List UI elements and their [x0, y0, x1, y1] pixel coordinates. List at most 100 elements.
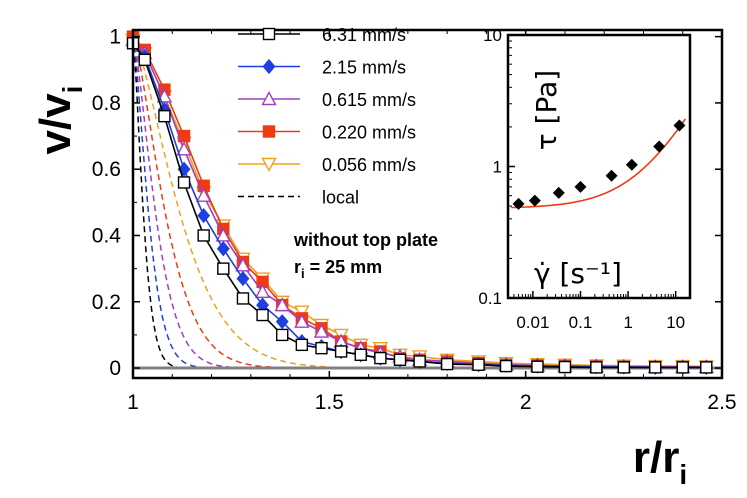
- x-axis-label-main: r/r: [633, 433, 679, 482]
- inset-point: [512, 197, 525, 210]
- legend-label: 2.15 mm/s: [322, 58, 406, 78]
- y-tick-label: 1: [109, 26, 121, 49]
- series-0-point: [413, 355, 426, 368]
- series-0-point: [197, 229, 210, 242]
- annotation-line2: ri = 25 mm: [294, 257, 382, 281]
- inset-x-tick-label: 1: [623, 313, 632, 332]
- legend-entry-1: 2.15 mm/s: [238, 58, 406, 78]
- series-0-point: [649, 361, 662, 374]
- legend-marker: [261, 91, 277, 106]
- series-0-point: [354, 348, 367, 361]
- inset-point: [552, 186, 565, 199]
- series-2-point: [196, 187, 212, 202]
- inset-y-ticks: 0.1 1 10: [478, 26, 515, 308]
- main-series: [125, 30, 714, 375]
- legend-entry-5: local: [238, 188, 359, 208]
- series-0-point: [393, 353, 407, 366]
- annotation-r: r: [294, 257, 301, 277]
- y-tick-label: 0.2: [92, 291, 121, 314]
- inset-point: [574, 180, 587, 193]
- inset-x-ticks: 0.01 0.1 1 10: [507, 291, 691, 332]
- inset-x-tick-label: 0.1: [569, 313, 593, 332]
- inset-x-tick-label: 10: [666, 313, 685, 332]
- inset-point: [605, 169, 618, 182]
- x-tick-label: 2.5: [707, 391, 736, 414]
- x-axis-label: r/ri: [633, 433, 687, 490]
- main-y-ticks: 0 0.2 0.4 0.6 0.8 1: [92, 26, 722, 380]
- main-plot-area: 1 1.5 2 2.5 0 0.2 0.4 0.6 0.8 1: [92, 26, 737, 414]
- inset-y-tick-label: 10: [483, 26, 502, 45]
- legend-label: 6.31 mm/s: [322, 25, 406, 45]
- x-tick-label: 2: [520, 391, 532, 414]
- series-0-point: [177, 176, 191, 189]
- legend-label: 0.220 mm/s: [322, 123, 416, 143]
- series-0-point: [558, 360, 572, 374]
- legend-marker: [262, 27, 276, 41]
- series-0-point: [334, 345, 348, 358]
- series-2-point: [274, 297, 290, 312]
- y-tick-label: 0.6: [92, 158, 121, 181]
- series-2-point: [215, 227, 231, 242]
- legend-entry-4: 0.056 mm/s: [238, 155, 416, 175]
- y-axis-label-main: v/v: [31, 93, 80, 155]
- series-0-point: [138, 53, 151, 67]
- legend-marker: [262, 58, 276, 75]
- x-tick-label: 1.5: [315, 391, 344, 414]
- series-0-point: [676, 361, 689, 374]
- inset-fit-curve: [511, 118, 687, 209]
- y-axis-label-sub: i: [57, 86, 88, 94]
- series-0-point: [590, 361, 603, 374]
- series-2-point: [176, 141, 192, 156]
- series-2-point: [294, 313, 310, 328]
- legend-entry-0: 6.31 mm/s: [238, 25, 406, 45]
- legend-entry-2: 0.615 mm/s: [238, 90, 416, 110]
- main-plot-frame: [131, 28, 724, 380]
- legend-label: 0.056 mm/s: [322, 155, 416, 175]
- inset-points: [512, 119, 686, 210]
- legend-label: 0.615 mm/s: [322, 90, 416, 110]
- x-tick-label: 1: [127, 391, 139, 414]
- inset-point: [528, 194, 541, 207]
- series-1-point: [197, 208, 211, 224]
- local-curve-4: [132, 36, 330, 368]
- inset-y-label: τ [Pa]: [530, 70, 563, 150]
- annotation-value: = 25 mm: [305, 257, 383, 277]
- series-2-point: [235, 257, 251, 272]
- inset-background: [508, 35, 690, 298]
- inset-point: [625, 158, 638, 171]
- y-axis-label: v/vi: [31, 86, 88, 155]
- x-axis-label-sub: i: [679, 459, 687, 490]
- series-0-point: [617, 361, 631, 374]
- series-0: [126, 37, 713, 374]
- series-1-point: [216, 241, 230, 257]
- legend: 6.31 mm/s 2.15 mm/s 0.615 mm/s 0.220 mm/s 0.…: [238, 25, 416, 208]
- inset-y-tick-label: 0.1: [478, 289, 502, 308]
- series-1-point: [275, 314, 289, 330]
- y-tick-label: 0.8: [92, 92, 121, 115]
- series-0-point: [158, 109, 171, 123]
- series-0-point: [315, 341, 328, 355]
- annotation-line1: without top plate: [293, 230, 438, 250]
- series-0-point: [217, 262, 230, 275]
- series-0-point: [440, 357, 454, 371]
- series-0-point: [236, 292, 250, 305]
- series-1-point: [236, 270, 250, 287]
- inset-point: [653, 140, 666, 153]
- series-2-point: [313, 323, 330, 338]
- inset-x-tick-label: 0.01: [516, 313, 549, 332]
- legend-label: local: [322, 188, 359, 208]
- series-0-point: [499, 359, 513, 373]
- series-0-point: [295, 338, 309, 352]
- inset-plot: 0.01 0.1 1 10 0.1 1 10 τ [Pa] γ̇ [s⁻¹]: [478, 26, 692, 332]
- legend-marker: [262, 125, 276, 138]
- series-0-point: [276, 328, 289, 342]
- inset-x-label: γ̇ [s⁻¹]: [534, 257, 622, 290]
- series-0-point: [256, 308, 269, 322]
- series-0-point: [472, 358, 485, 371]
- inset-y-tick-label: 1: [493, 158, 502, 177]
- series-2-point: [254, 283, 271, 299]
- series-0-point: [700, 361, 713, 374]
- y-tick-label: 0.4: [92, 224, 122, 247]
- series-0-point: [374, 351, 387, 365]
